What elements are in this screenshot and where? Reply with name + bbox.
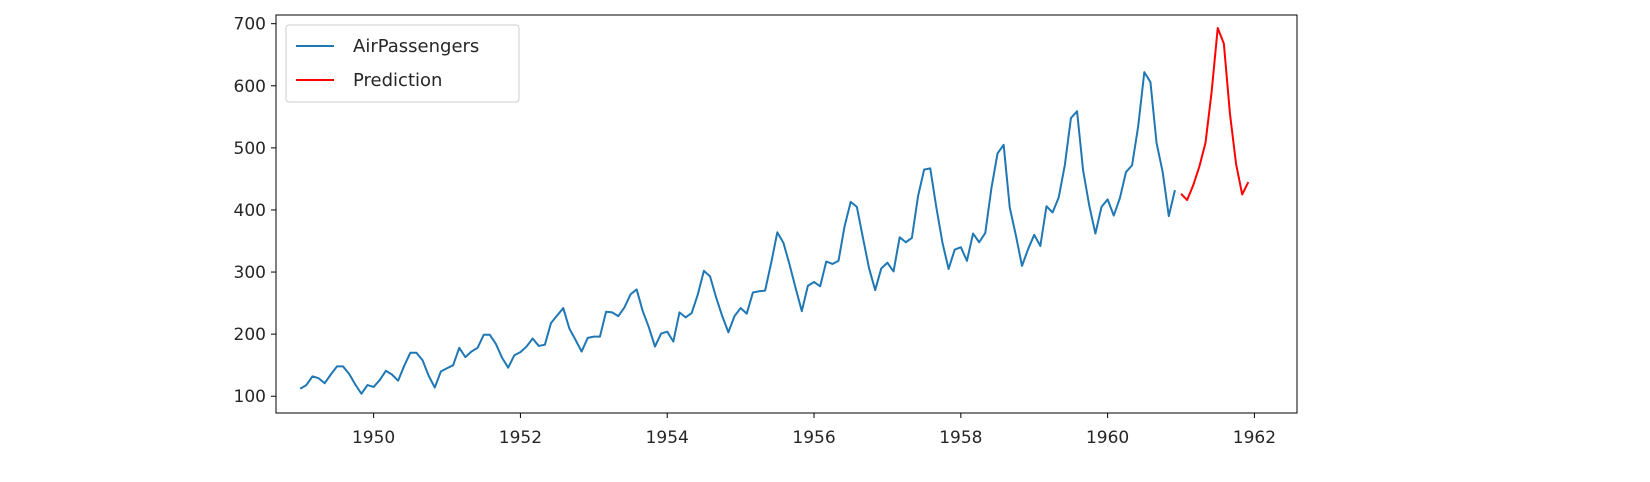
x-tick-label: 1950 bbox=[352, 428, 395, 448]
y-tick-label: 300 bbox=[234, 263, 266, 283]
x-axis: 1950 1952 1954 1956 1958 1960 1962 bbox=[352, 413, 1276, 448]
y-tick-label: 700 bbox=[234, 15, 266, 35]
legend-entry-airpassengers: AirPassengers bbox=[296, 36, 479, 57]
x-tick-label: 1962 bbox=[1233, 428, 1276, 448]
y-tick-label: 200 bbox=[234, 325, 266, 345]
series-lines bbox=[299, 27, 1250, 395]
legend-box bbox=[285, 24, 520, 103]
plot-frame bbox=[275, 14, 1298, 414]
legend-label-airpassengers: AirPassengers bbox=[353, 36, 479, 57]
legend-entry-prediction: Prediction bbox=[296, 70, 442, 91]
series-line-airpassengers bbox=[299, 71, 1176, 395]
x-tick-label: 1954 bbox=[646, 428, 689, 448]
x-tick-label: 1960 bbox=[1086, 428, 1129, 448]
y-tick-label: 500 bbox=[234, 139, 266, 159]
x-tick-label: 1952 bbox=[499, 428, 542, 448]
legend-label-prediction: Prediction bbox=[353, 70, 442, 91]
y-tick-label: 400 bbox=[234, 201, 266, 221]
y-tick-label: 600 bbox=[234, 77, 266, 97]
legend: AirPassengers Prediction bbox=[285, 24, 520, 103]
series-line-prediction bbox=[1180, 27, 1250, 202]
y-axis: 100 200 300 400 500 600 700 bbox=[234, 15, 276, 407]
y-tick-label: 100 bbox=[234, 387, 266, 407]
x-tick-label: 1956 bbox=[792, 428, 835, 448]
x-tick-label: 1958 bbox=[939, 428, 982, 448]
